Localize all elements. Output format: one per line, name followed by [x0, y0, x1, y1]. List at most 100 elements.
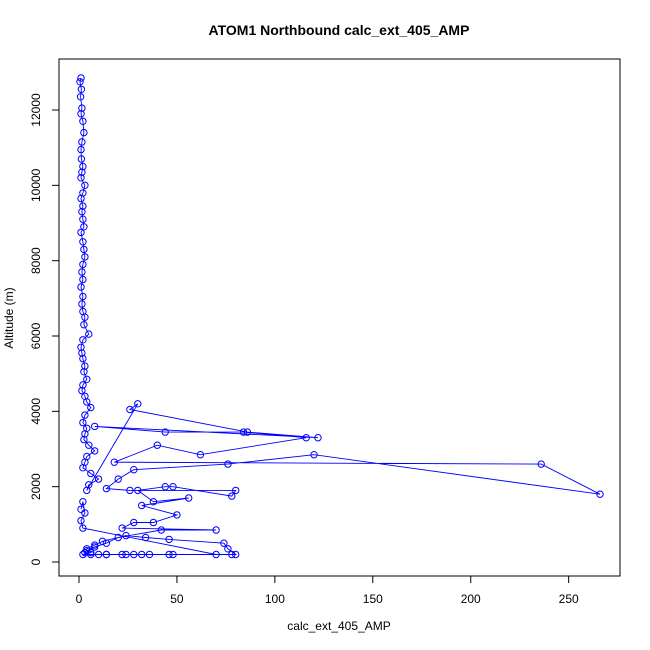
data-point	[83, 486, 91, 495]
data-point	[118, 550, 126, 559]
data-point	[79, 336, 87, 344]
y-tick-label: 8000	[29, 247, 43, 274]
data-point	[78, 138, 86, 146]
data-point	[98, 537, 107, 545]
data-point	[80, 368, 88, 376]
y-tick-label: 6000	[29, 322, 43, 349]
data-point	[537, 460, 545, 468]
chart-title: ATOM1 Northbound calc_ext_405_AMP	[209, 22, 470, 38]
data-point	[79, 418, 87, 427]
data-point	[80, 435, 88, 444]
data-point	[77, 505, 85, 513]
x-tick-label: 250	[559, 592, 579, 606]
data-point	[102, 484, 111, 493]
data-point	[149, 518, 158, 527]
data-point	[134, 400, 142, 408]
data-point	[81, 430, 89, 438]
data-point	[91, 422, 99, 431]
data-point	[228, 492, 236, 500]
x-axis: 0 50 100 150 200 250	[76, 575, 579, 606]
data-point	[161, 483, 169, 491]
y-tick-label: 0	[29, 558, 43, 565]
data-point	[87, 550, 95, 559]
data-point	[79, 550, 87, 559]
y-tick-label: 2000	[29, 473, 43, 500]
data-point	[78, 104, 86, 112]
data-point	[77, 85, 86, 94]
data-point	[185, 494, 193, 502]
data-point	[80, 128, 88, 137]
data-point	[78, 300, 86, 308]
data-point	[157, 526, 166, 534]
y-tick-label: 4000	[29, 398, 43, 425]
data-point	[196, 451, 205, 459]
data-point	[114, 475, 122, 483]
data-point	[77, 74, 85, 82]
x-tick-label: 200	[461, 592, 481, 606]
data-point	[91, 447, 99, 455]
data-point	[81, 313, 89, 321]
data-point	[153, 441, 162, 449]
data-point	[78, 168, 86, 176]
data-point	[122, 550, 130, 559]
data-point	[596, 490, 604, 498]
x-tick-label: 0	[76, 592, 83, 606]
data-point	[80, 321, 88, 329]
data-point	[169, 550, 177, 559]
data-point	[130, 518, 138, 527]
data-point	[83, 375, 91, 383]
data-point	[232, 550, 240, 559]
data-point	[138, 550, 146, 559]
data-point	[310, 451, 318, 459]
data-point	[94, 550, 103, 559]
data-point	[302, 434, 310, 442]
data-point	[314, 434, 322, 442]
data-point	[224, 460, 232, 468]
data-point	[134, 486, 142, 495]
data-point	[83, 547, 91, 555]
data-point	[81, 509, 89, 517]
data-point	[91, 541, 99, 549]
data-point	[110, 458, 119, 466]
data-point	[228, 550, 236, 559]
data-point	[243, 428, 252, 436]
data-point	[77, 174, 85, 182]
data-point	[79, 354, 87, 363]
data-point	[79, 292, 87, 301]
y-tick-label: 10000	[29, 168, 43, 202]
data-point	[165, 550, 173, 559]
data-point	[87, 469, 95, 478]
data-point	[77, 155, 86, 163]
data-point	[87, 403, 95, 412]
x-tick-label: 100	[265, 592, 285, 606]
data-point	[114, 533, 122, 542]
data-point	[77, 228, 85, 237]
data-point	[76, 78, 84, 86]
data-point	[130, 466, 138, 474]
data-point	[81, 181, 89, 190]
data-point	[79, 381, 87, 389]
data-point	[79, 464, 87, 472]
data-point	[77, 194, 85, 203]
data-point	[77, 516, 85, 525]
data-point	[122, 531, 130, 540]
data-point	[94, 475, 103, 483]
data-point	[77, 145, 85, 154]
data-point	[102, 550, 111, 559]
data-point	[79, 215, 87, 223]
data-point	[165, 535, 173, 544]
y-tick-label: 12000	[29, 93, 43, 127]
data-point	[79, 162, 87, 171]
data-point	[232, 486, 240, 495]
data-point	[173, 511, 181, 519]
data-point	[80, 223, 88, 231]
data-point	[85, 441, 93, 449]
data-point	[118, 524, 126, 532]
x-axis-label: calc_ext_405_AMP	[287, 619, 390, 633]
y-axis-label: Altitude (m)	[2, 287, 16, 348]
data-point	[79, 238, 87, 246]
data-point	[81, 253, 89, 261]
data-point	[141, 533, 150, 542]
data-point	[224, 545, 232, 553]
data-point	[77, 283, 85, 291]
